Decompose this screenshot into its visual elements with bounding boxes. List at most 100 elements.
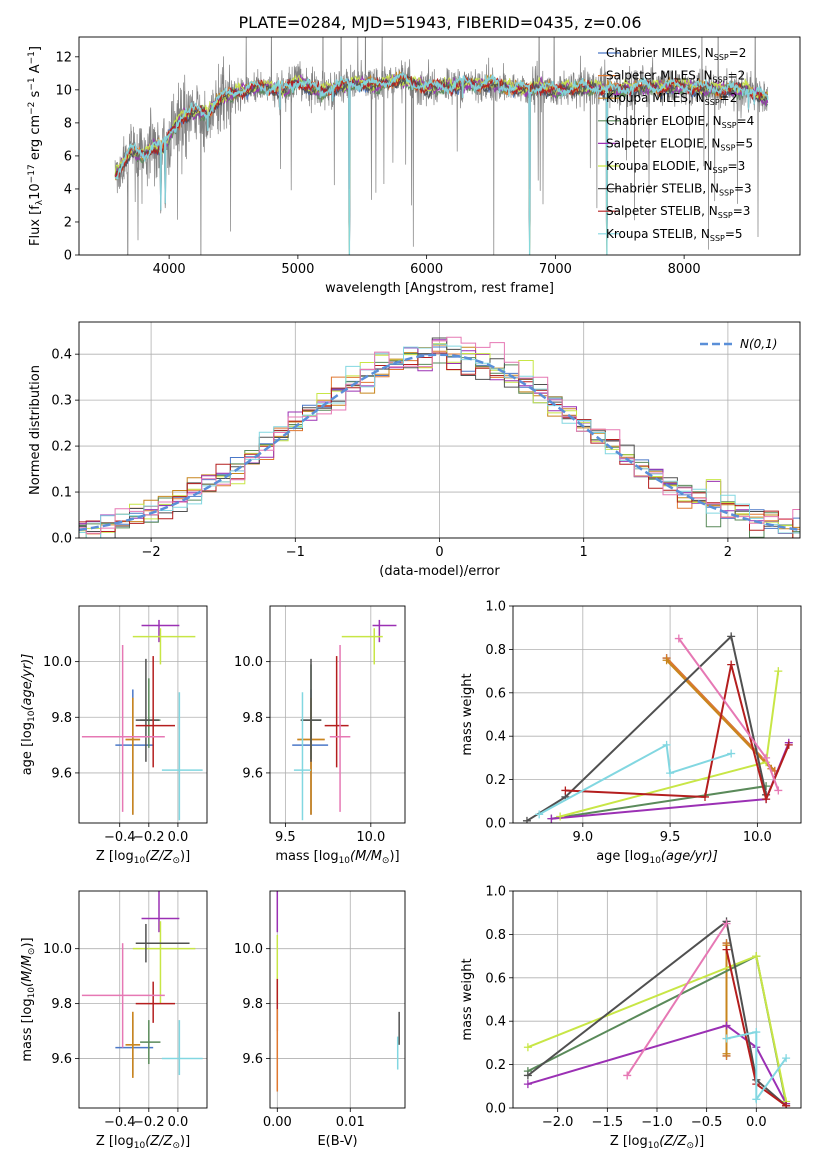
y-tick-label: 0.6: [485, 686, 506, 701]
x-tick-label: 0.0: [168, 1115, 189, 1130]
histogram-6: [79, 337, 800, 538]
weight-marker: [774, 786, 783, 795]
y-tick-label: 10.0: [234, 942, 263, 957]
weight-marker: [674, 634, 683, 643]
x-tick-label: −1.0: [641, 1115, 673, 1130]
y-tick-label: 6: [64, 149, 72, 164]
errorbar-point: [125, 1011, 141, 1078]
errorbar-point: [341, 628, 383, 665]
errorbar-point: [125, 697, 141, 815]
weight-marker: [722, 1021, 731, 1030]
weight-line: [677, 637, 780, 791]
histogram-1: [79, 350, 800, 535]
weight-marker: [722, 945, 731, 954]
y-axis-label: Flux [fλ10−17 erg cm−2 s−1 A−1]: [27, 46, 45, 246]
y-tick-label: 4: [64, 182, 72, 197]
plot-area: [79, 606, 207, 823]
weight-marker: [774, 667, 783, 676]
x-tick-label: 8000: [668, 262, 701, 277]
errorbar-point: [115, 1020, 154, 1076]
y-tick-label: 12: [55, 50, 72, 65]
panel-weight-vs-age: 9.0 9.5 10.0 0.0 0.2 0.4 0.6 0.8 1.0 age [log10(a…: [460, 600, 802, 866]
panel-mass-vs-ebv: 0.00 0.01 9.6 9.8 10.0 E(B-V): [234, 890, 406, 1149]
panel-mass-vs-Z: −0.4−0.2 0.0 9.6 9.8 10.0 Z [log10(Z/Z⊙)] mass…: [20, 890, 208, 1151]
weight-marker: [727, 660, 736, 669]
y-tick-label: 9.8: [242, 711, 263, 726]
y-tick-label: 1.0: [485, 885, 506, 900]
histogram-7: [79, 352, 800, 538]
y-tick-label: 10: [55, 83, 72, 98]
legend-label-3: Chabrier ELODIE, NSSP=4: [606, 114, 754, 130]
y-tick-label: 0.0: [485, 817, 506, 832]
y-tick-label: 0.4: [485, 1015, 506, 1030]
y-tick-label: 0.4: [485, 730, 506, 745]
y-tick-label: 9.8: [51, 997, 72, 1012]
axes-frame: [78, 36, 801, 256]
x-tick-label: 7000: [539, 262, 572, 277]
errorbar-point: [81, 943, 165, 1048]
panel-age-vs-Z: −0.4−0.2 0.0 9.6 9.8 10.0 Z [log10(Z/Z⊙)] age …: [20, 605, 208, 866]
errorbar-point: [140, 1020, 161, 1065]
x-tick-label: −1.5: [592, 1115, 624, 1130]
y-tick-label: 0.2: [485, 773, 506, 788]
errorbar-point: [132, 921, 196, 1004]
y-tick-label: 8: [64, 116, 72, 131]
histogram-3: [79, 353, 800, 538]
weight-marker: [623, 1071, 632, 1080]
x-tick-label: 0.01: [336, 1115, 365, 1130]
weight-marker: [701, 792, 709, 801]
y-axis-label: mass [log10(M/M⊙)]: [20, 937, 37, 1061]
legend-label-1: Salpeter MILES, NSSP=2: [606, 69, 745, 85]
weight-marker: [762, 753, 771, 762]
x-tick-label: −0.2: [133, 830, 165, 845]
errorbar-point: [135, 923, 190, 963]
y-axis-label: mass weight: [460, 673, 475, 755]
x-axis-label: Z [log10(Z/Z⊙)]: [610, 1134, 704, 1151]
y-tick-label: 0.6: [485, 971, 506, 986]
panel-residuals: −2 −1 0 1 2 0.0 0.1 0.2 0.3 0.4 (data-model)/error…: [28, 321, 801, 579]
weight-marker: [727, 632, 736, 641]
x-tick-label: −2.0: [542, 1115, 574, 1130]
x-tick-label: 0.0: [746, 1115, 767, 1130]
x-tick-label: −0.5: [691, 1115, 723, 1130]
x-tick-label: 10.0: [743, 830, 772, 845]
x-tick-label: 9.5: [660, 830, 681, 845]
y-tick-label: 0.4: [51, 348, 72, 363]
errorbar-point: [300, 658, 322, 762]
weight-marker: [784, 740, 793, 749]
y-tick-label: 10.0: [43, 655, 72, 670]
plot-area: [513, 606, 801, 823]
y-tick-label: 0.3: [51, 394, 72, 409]
weight-marker: [662, 740, 671, 749]
x-tick-label: 2: [724, 545, 732, 560]
normal-curve: [79, 353, 800, 532]
weight-line: [551, 785, 767, 820]
histogram-9: [79, 336, 800, 534]
weight-marker: [561, 786, 570, 795]
x-tick-label: 9.5: [275, 830, 296, 845]
errorbar-point: [135, 656, 175, 768]
x-axis-label: Z [log10(Z/Z⊙)]: [96, 1134, 190, 1151]
histogram-0: [79, 346, 800, 529]
y-tick-label: 9.6: [51, 766, 72, 781]
weight-line: [527, 919, 787, 1107]
y-tick-label: 0.0: [485, 1102, 506, 1117]
axes-frame: [269, 605, 406, 824]
x-axis-label: (data-model)/error: [379, 564, 500, 579]
x-tick-label: 6000: [410, 262, 443, 277]
weight-line: [527, 1024, 787, 1105]
y-tick-label: 0.8: [485, 643, 506, 658]
y-tick-label: 10.0: [43, 942, 72, 957]
weight-marker: [782, 1054, 791, 1063]
errorbar-point: [292, 689, 329, 815]
x-tick-label: 5000: [281, 262, 314, 277]
legend-label-7: Salpeter STELIB, NSSP=3: [606, 204, 750, 220]
errorbar-point: [372, 619, 397, 643]
y-tick-label: 0.2: [51, 440, 72, 455]
weight-marker: [752, 952, 761, 961]
x-axis-label: age [log10(age/yr)]: [596, 849, 718, 866]
y-axis-label: age [log10(age/yr)]: [20, 654, 37, 776]
model-spectrum-8: [114, 71, 769, 255]
y-tick-label: 10.0: [234, 655, 263, 670]
y-tick-label: 0.1: [51, 486, 72, 501]
